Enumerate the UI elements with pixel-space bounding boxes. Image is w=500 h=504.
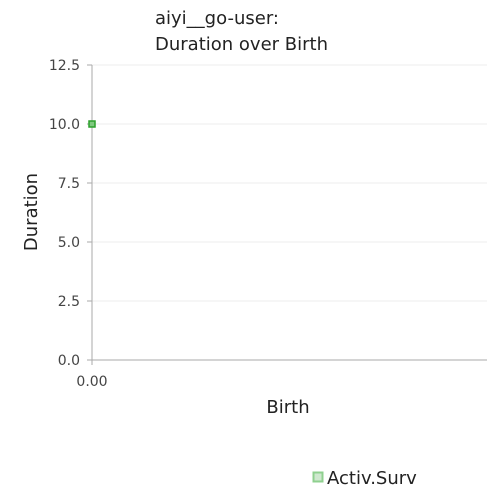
data-point (88, 120, 96, 128)
x-tick-label: 0.00 (76, 374, 107, 390)
chart-title-line-1: aiyi__go-user: (155, 8, 279, 29)
data-points (88, 120, 96, 128)
y-axis-label: Duration (21, 173, 42, 251)
legend-label: Activ.Surv (327, 468, 417, 489)
chart-title-line-2: Duration over Birth (155, 34, 328, 55)
x-axis-label: Birth (266, 397, 309, 418)
y-tick-label: 10.0 (49, 117, 80, 133)
y-tick-label: 7.5 (58, 176, 80, 192)
y-tick-label: 5.0 (58, 235, 80, 251)
y-gridlines (92, 64, 487, 361)
x-axis-ticks: 0.00 (76, 360, 108, 390)
y-tick-label: 0.0 (58, 353, 80, 369)
y-tick-label: 12.5 (49, 58, 80, 74)
legend-swatch (312, 471, 324, 483)
y-tick-label: 2.5 (58, 294, 80, 310)
y-axis-ticks: 0.0 2.5 5.0 7.5 10.0 12.5 (49, 58, 92, 369)
legend: Activ.Surv (312, 468, 417, 489)
